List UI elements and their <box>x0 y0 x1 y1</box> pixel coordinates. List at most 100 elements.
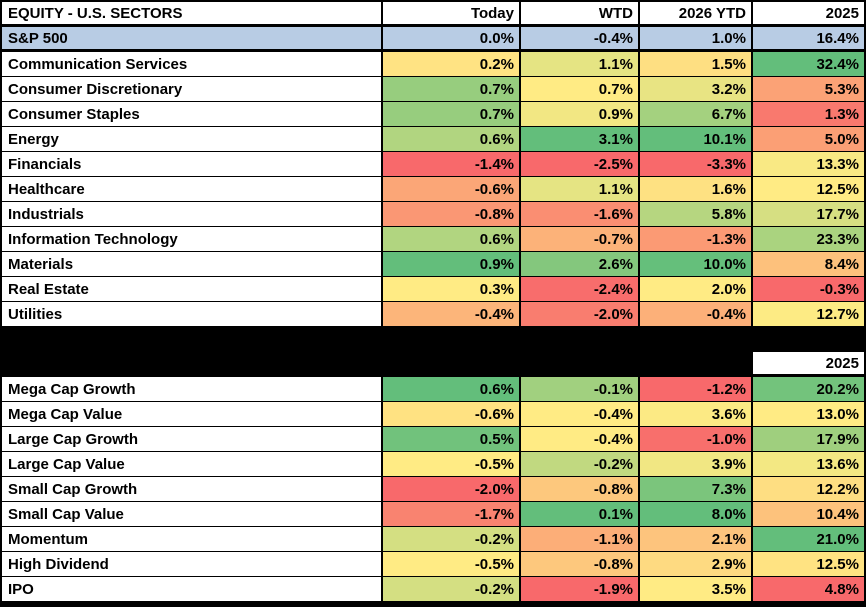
value-cell: 0.6% <box>383 227 519 251</box>
row-label: Consumer Discretionary <box>2 77 381 101</box>
value-cell: 2.1% <box>640 527 751 551</box>
value-cell: -0.8% <box>521 552 638 576</box>
value-cell: -0.5% <box>383 552 519 576</box>
row-label: Utilities <box>2 302 381 326</box>
value-cell: 4.8% <box>753 577 864 601</box>
value-cell: 0.6% <box>383 377 519 401</box>
value-cell: -0.5% <box>383 452 519 476</box>
value-cell: 10.0% <box>640 252 751 276</box>
value-cell: 2.9% <box>640 552 751 576</box>
value-cell: -1.3% <box>640 227 751 251</box>
value-cell: 3.5% <box>640 577 751 601</box>
value-cell: 0.6% <box>383 127 519 151</box>
value-cell: -1.1% <box>521 527 638 551</box>
value-cell: 10.4% <box>753 502 864 526</box>
value-cell: -0.3% <box>753 277 864 301</box>
table-title: EQUITY - U.S. SECTORS <box>2 2 381 26</box>
value-cell: 0.7% <box>521 77 638 101</box>
value-cell: 21.0% <box>753 527 864 551</box>
row-label: High Dividend <box>2 552 381 576</box>
value-cell: 0.7% <box>383 102 519 126</box>
value-cell: 0.7% <box>383 77 519 101</box>
value-cell: 3.6% <box>640 402 751 426</box>
column-header-2025: 2025 <box>753 2 864 26</box>
value-cell: 20.2% <box>753 377 864 401</box>
row-label: Large Cap Growth <box>2 427 381 451</box>
value-cell: 7.3% <box>640 477 751 501</box>
factors-header-spacer <box>640 352 751 376</box>
benchmark-value-cell: 1.0% <box>640 27 751 51</box>
row-label: Materials <box>2 252 381 276</box>
value-cell: 3.2% <box>640 77 751 101</box>
value-cell: -1.0% <box>640 427 751 451</box>
value-cell: 1.5% <box>640 52 751 76</box>
column-header-wtd: WTD <box>521 2 638 26</box>
factors-header-spacer <box>2 352 381 376</box>
value-cell: 1.1% <box>521 177 638 201</box>
value-cell: 12.2% <box>753 477 864 501</box>
value-cell: 32.4% <box>753 52 864 76</box>
value-cell: 2.0% <box>640 277 751 301</box>
row-label: Real Estate <box>2 277 381 301</box>
value-cell: -0.1% <box>521 377 638 401</box>
value-cell: 3.1% <box>521 127 638 151</box>
row-label: Mega Cap Value <box>2 402 381 426</box>
value-cell: 5.3% <box>753 77 864 101</box>
value-cell: 0.9% <box>383 252 519 276</box>
value-cell: 5.8% <box>640 202 751 226</box>
value-cell: -0.2% <box>383 527 519 551</box>
row-label: Small Cap Growth <box>2 477 381 501</box>
value-cell: 0.9% <box>521 102 638 126</box>
row-label: Large Cap Value <box>2 452 381 476</box>
value-cell: -0.6% <box>383 177 519 201</box>
value-cell: 12.5% <box>753 552 864 576</box>
value-cell: 2.6% <box>521 252 638 276</box>
value-cell: 13.0% <box>753 402 864 426</box>
value-cell: -0.8% <box>383 202 519 226</box>
value-cell: 13.6% <box>753 452 864 476</box>
value-cell: 1.3% <box>753 102 864 126</box>
row-label: Communication Services <box>2 52 381 76</box>
value-cell: -1.2% <box>640 377 751 401</box>
value-cell: -0.4% <box>383 302 519 326</box>
section-divider <box>2 327 864 351</box>
factors-column-header-2025: 2025 <box>753 352 864 376</box>
row-label: Consumer Staples <box>2 102 381 126</box>
value-cell: 8.0% <box>640 502 751 526</box>
row-label: Energy <box>2 127 381 151</box>
value-cell: 10.1% <box>640 127 751 151</box>
factors-header-spacer <box>521 352 638 376</box>
value-cell: -2.4% <box>521 277 638 301</box>
benchmark-value-cell: 16.4% <box>753 27 864 51</box>
value-cell: 12.5% <box>753 177 864 201</box>
row-label: Financials <box>2 152 381 176</box>
benchmark-label: S&P 500 <box>2 27 381 51</box>
value-cell: -0.2% <box>383 577 519 601</box>
value-cell: 0.5% <box>383 427 519 451</box>
value-cell: -2.0% <box>521 302 638 326</box>
value-cell: -1.6% <box>521 202 638 226</box>
row-label: Healthcare <box>2 177 381 201</box>
row-label: Small Cap Value <box>2 502 381 526</box>
row-label: Mega Cap Growth <box>2 377 381 401</box>
benchmark-value-cell: -0.4% <box>521 27 638 51</box>
value-cell: 1.6% <box>640 177 751 201</box>
value-cell: 6.7% <box>640 102 751 126</box>
value-cell: 17.7% <box>753 202 864 226</box>
value-cell: -0.8% <box>521 477 638 501</box>
value-cell: 8.4% <box>753 252 864 276</box>
value-cell: 17.9% <box>753 427 864 451</box>
value-cell: 23.3% <box>753 227 864 251</box>
value-cell: 12.7% <box>753 302 864 326</box>
value-cell: -0.2% <box>521 452 638 476</box>
value-cell: -1.4% <box>383 152 519 176</box>
value-cell: 0.3% <box>383 277 519 301</box>
row-label: Industrials <box>2 202 381 226</box>
value-cell: 5.0% <box>753 127 864 151</box>
column-header-2026-ytd: 2026 YTD <box>640 2 751 26</box>
row-label: Information Technology <box>2 227 381 251</box>
value-cell: -0.7% <box>521 227 638 251</box>
value-cell: -2.5% <box>521 152 638 176</box>
